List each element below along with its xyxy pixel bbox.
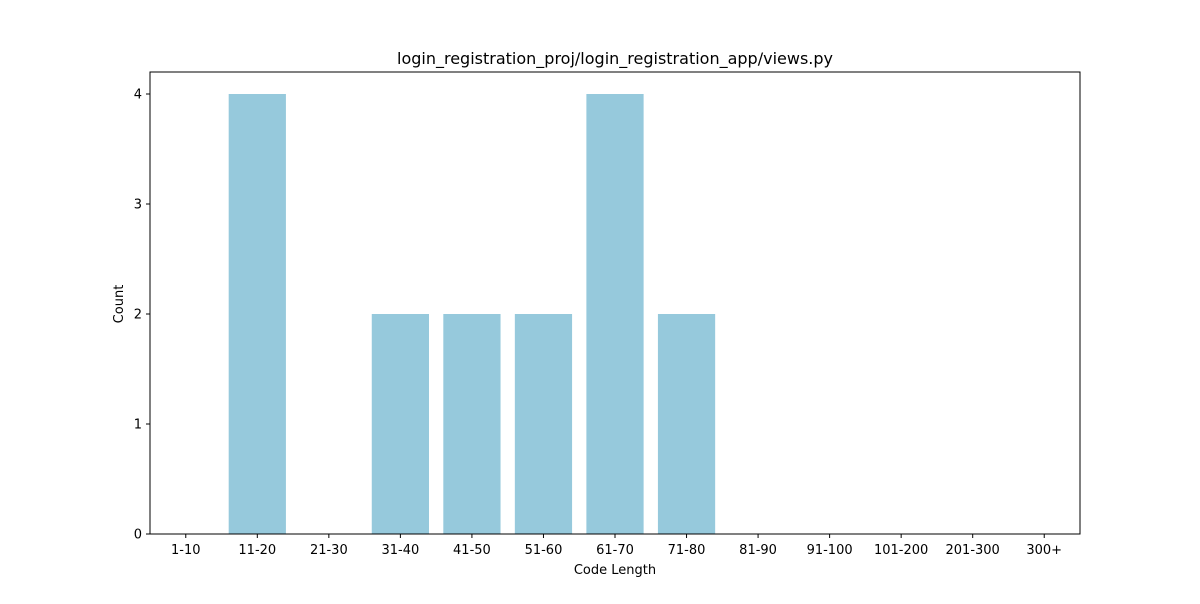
x-tick-label: 101-200 <box>874 543 928 558</box>
x-ticks-layer: 1-10 11-20 21-30 31-40 41-50 51-60 61-70 71-80 8… <box>171 534 1062 558</box>
x-tick-label: 11-20 <box>238 543 276 558</box>
bar-61-70 <box>586 94 644 534</box>
y-ticks-layer: 0 1 2 3 4 <box>134 88 150 543</box>
y-tick-label: 1 <box>134 418 142 433</box>
x-axis-label: Code Length <box>574 563 656 578</box>
x-tick-label: 91-100 <box>807 543 853 558</box>
x-tick-label: 201-300 <box>946 543 1000 558</box>
x-tick-label: 61-70 <box>596 543 634 558</box>
bar-31-40 <box>371 314 429 534</box>
bar-51-60 <box>514 314 573 534</box>
y-tick-label: 3 <box>134 198 142 213</box>
x-tick-label: 81-90 <box>739 543 777 558</box>
x-tick-label: 41-50 <box>453 543 491 558</box>
chart-title: login_registration_proj/login_registrati… <box>397 49 833 69</box>
bar-41-50 <box>443 314 501 534</box>
x-tick-label: 1-10 <box>171 543 201 558</box>
x-tick-label: 51-60 <box>525 543 563 558</box>
x-tick-label: 71-80 <box>668 543 706 558</box>
y-tick-label: 0 <box>134 528 142 543</box>
plot-frame <box>149 71 1081 535</box>
bar-71-80 <box>657 314 716 534</box>
bar-11-20 <box>228 94 286 534</box>
y-tick-label: 4 <box>134 88 142 103</box>
x-tick-label: 31-40 <box>381 543 419 558</box>
y-axis-label: Count <box>112 285 127 324</box>
bars-layer <box>228 94 716 534</box>
x-tick-label: 300+ <box>1026 543 1062 558</box>
x-tick-label: 21-30 <box>310 543 348 558</box>
y-tick-label: 2 <box>134 308 142 323</box>
